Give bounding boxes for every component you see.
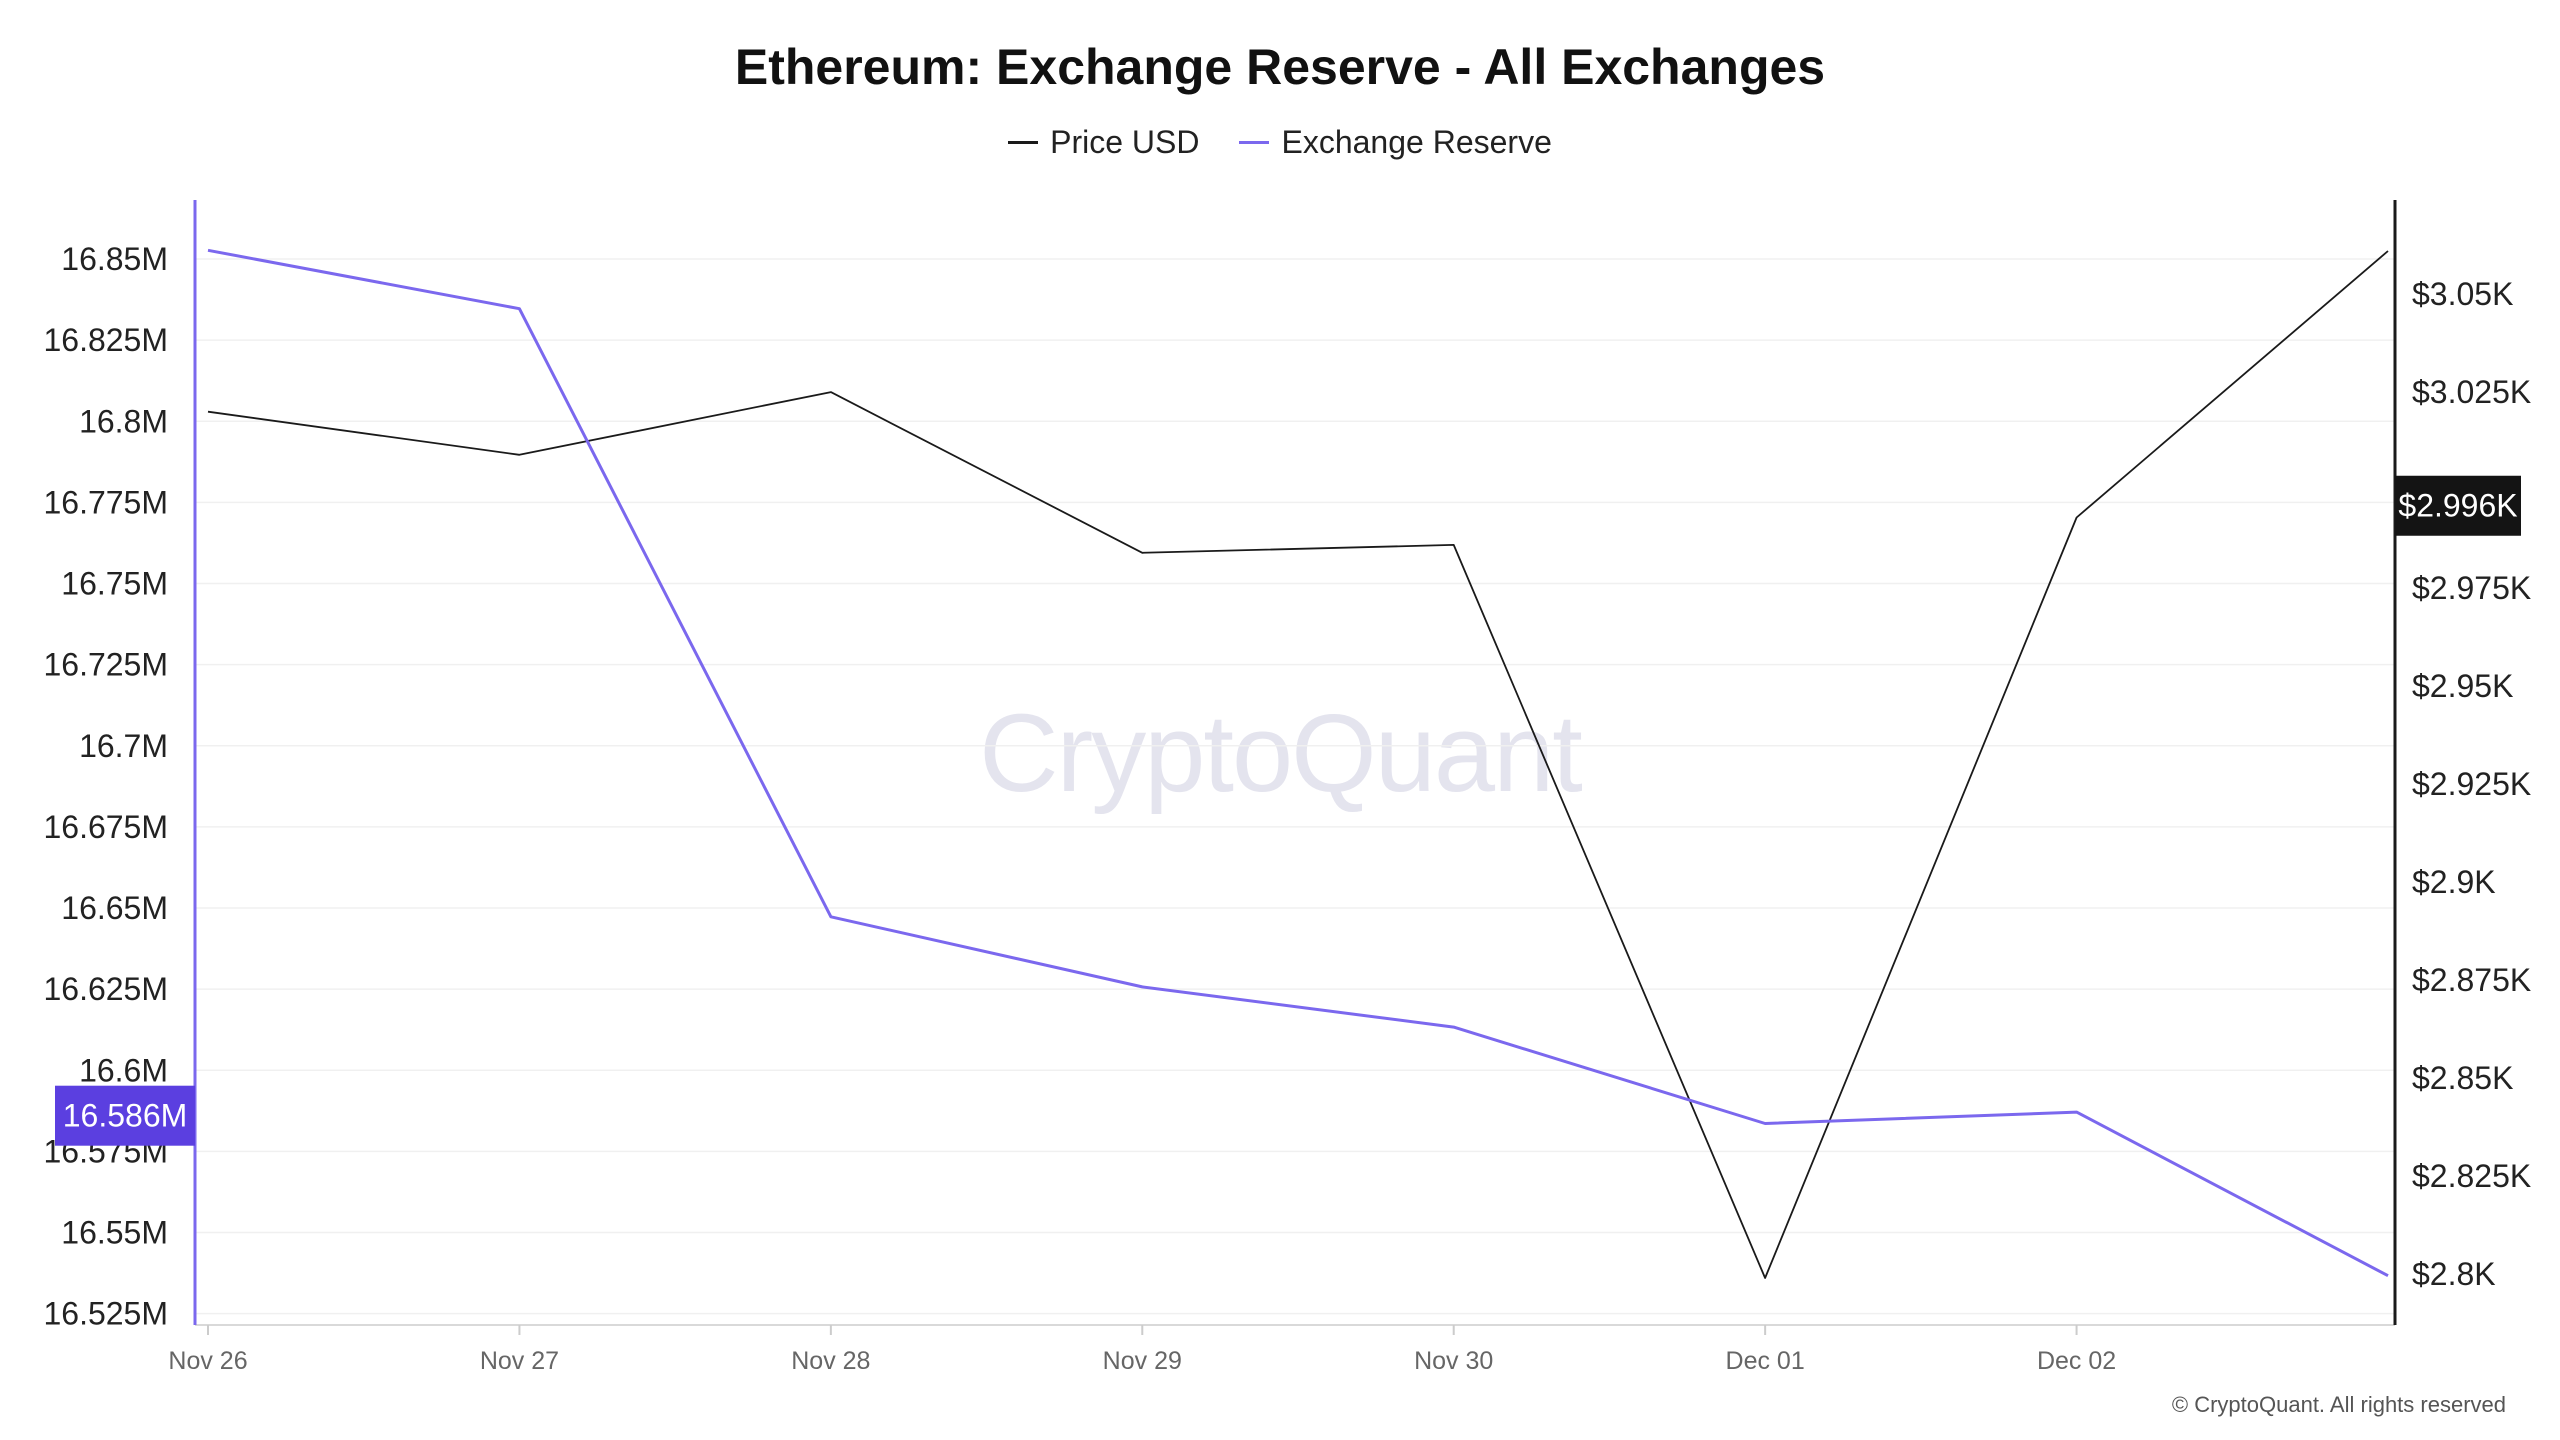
watermark: CryptoQuant <box>979 692 1583 815</box>
left-tick-label-11: 16.8M <box>79 403 168 439</box>
left-tick-label-3: 16.6M <box>79 1052 168 1088</box>
x-tick-label-5: Dec 01 <box>1726 1347 1805 1375</box>
left-tick-label-6: 16.675M <box>43 809 168 845</box>
left-tick-label-5: 16.65M <box>61 890 168 926</box>
current-price-badge <box>2395 475 2521 536</box>
legend-label-price: Price USD <box>1050 124 1200 160</box>
x-tick-label-1: Nov 27 <box>480 1347 559 1375</box>
right-tick-label-2: $2.85K <box>2412 1060 2513 1096</box>
current-reserve-badge <box>55 1085 195 1146</box>
current-price-label: $2.996K <box>2398 488 2517 524</box>
right-tick-label-3: $2.875K <box>2412 962 2531 998</box>
x-tick-label-0: Nov 26 <box>168 1347 247 1375</box>
left-tick-label-0: 16.525M <box>43 1296 168 1332</box>
series-line-price-usd[interactable] <box>207 250 2389 1279</box>
legend-swatch-price <box>1008 141 1039 144</box>
left-tick-label-9: 16.75M <box>61 566 168 602</box>
left-tick-label-10: 16.775M <box>43 484 168 520</box>
left-tick-label-1: 16.55M <box>61 1215 168 1251</box>
right-tick-label-6: $2.95K <box>2412 668 2513 704</box>
left-tick-label-13: 16.85M <box>61 241 168 277</box>
left-tick-label-4: 16.625M <box>43 971 168 1007</box>
x-tick-label-6: Dec 02 <box>2037 1347 2116 1375</box>
left-tick-label-8: 16.725M <box>43 647 168 683</box>
copyright-text: © CryptoQuant. All rights reserved <box>2171 1392 2506 1417</box>
legend-item-price[interactable]: Price USD <box>1008 124 1199 161</box>
chart-title: Ethereum: Exchange Reserve - All Exchang… <box>734 39 1826 95</box>
legend: Price USD Exchange Reserve <box>0 124 2560 161</box>
left-tick-label-7: 16.7M <box>79 728 168 764</box>
right-tick-label-4: $2.9K <box>2412 864 2496 900</box>
x-tick-label-4: Nov 30 <box>1414 1347 1493 1375</box>
x-tick-label-3: Nov 29 <box>1103 1347 1182 1375</box>
series-line-exchange-reserve[interactable] <box>207 248 2389 1278</box>
current-reserve-label: 16.586M <box>63 1098 188 1134</box>
right-tick-label-9: $3.05K <box>2412 276 2513 312</box>
legend-label-reserve: Exchange Reserve <box>1281 124 1552 160</box>
right-tick-label-8: $3.025K <box>2412 374 2531 410</box>
legend-swatch-reserve <box>1239 141 1270 144</box>
left-tick-label-12: 16.825M <box>43 322 168 358</box>
right-tick-label-0: $2.8K <box>2412 1256 2496 1292</box>
x-tick-label-2: Nov 28 <box>791 1347 870 1375</box>
right-tick-label-5: $2.925K <box>2412 766 2531 802</box>
right-tick-label-1: $2.825K <box>2412 1158 2531 1194</box>
right-tick-label-7: $2.975K <box>2412 570 2531 606</box>
legend-item-reserve[interactable]: Exchange Reserve <box>1239 124 1552 161</box>
